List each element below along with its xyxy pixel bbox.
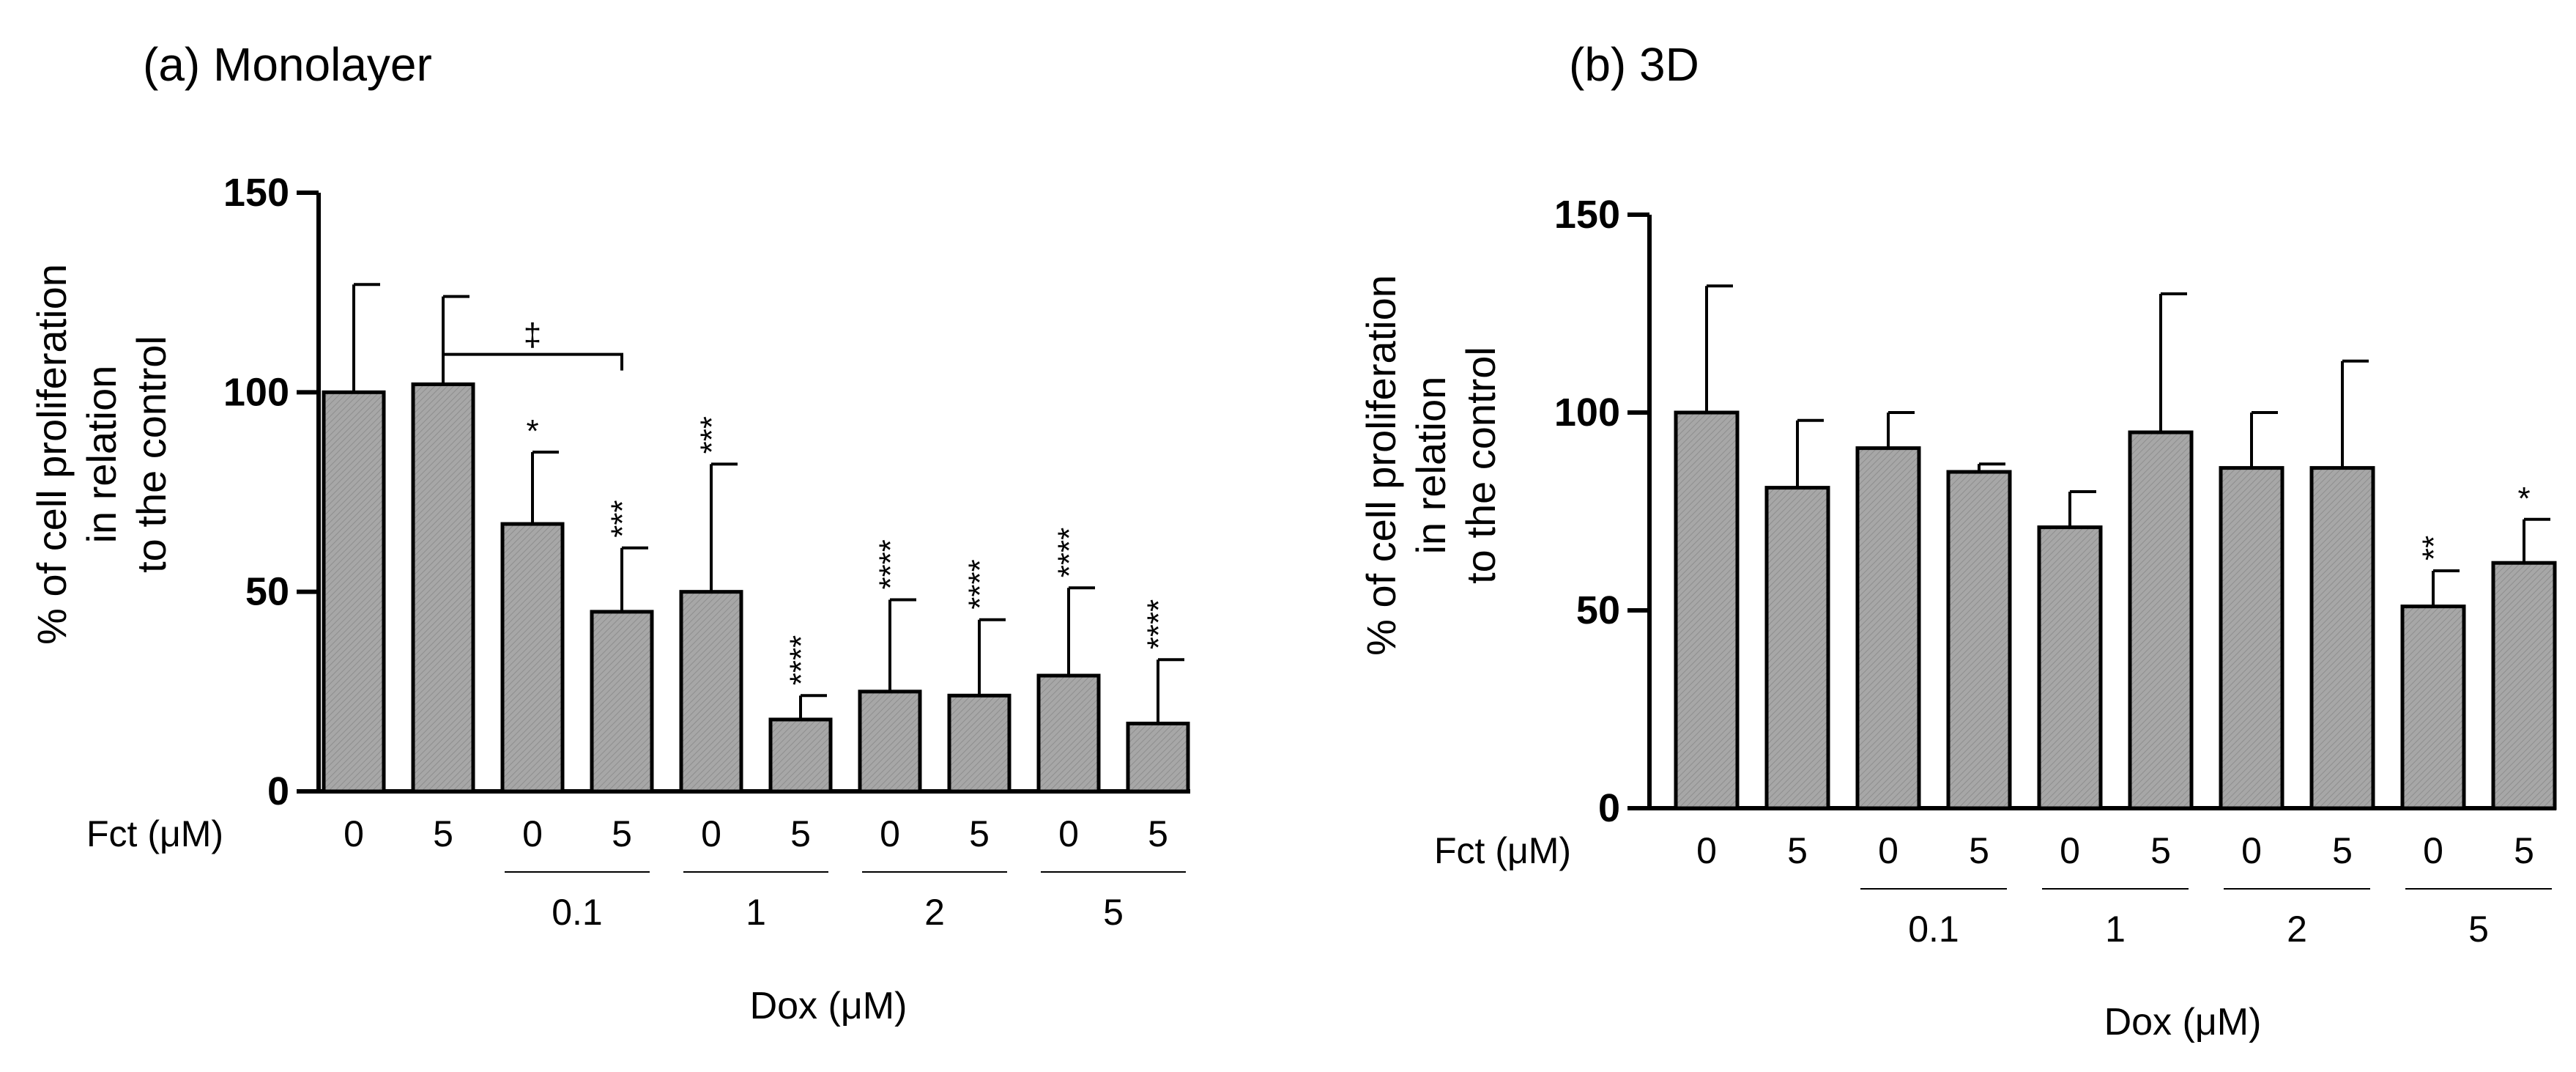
category-label: 0 bbox=[880, 813, 900, 854]
dox-groups: 0.1 1 2 5 bbox=[1860, 888, 2552, 950]
category-label: 5 bbox=[790, 813, 811, 854]
category-label: 0 bbox=[2423, 830, 2443, 871]
group-label: 5 bbox=[2468, 909, 2489, 950]
bar bbox=[2128, 430, 2194, 810]
y-tick-label: 50 bbox=[1576, 588, 1620, 632]
bracket-label: ‡ bbox=[524, 317, 541, 353]
y-tick-label: 150 bbox=[223, 171, 289, 215]
y-tick-label: 0 bbox=[1598, 786, 1620, 830]
group-label: 5 bbox=[1103, 892, 1124, 933]
chart-title: (a) Monolayer bbox=[143, 38, 432, 91]
bar bbox=[1946, 470, 2012, 810]
y-axis-label-line-1: % of cell proliferation bbox=[1358, 275, 1404, 656]
significance-label: * bbox=[2517, 481, 2530, 517]
bar bbox=[2309, 466, 2375, 810]
category-label: 0 bbox=[522, 813, 543, 854]
y-axis-label: % of cell proliferation in relation to t… bbox=[29, 264, 174, 645]
category-label: 0 bbox=[344, 813, 364, 854]
y-axis-label-line-1: % of cell proliferation bbox=[29, 264, 75, 645]
category-label: 0 bbox=[701, 813, 721, 854]
category-label: 0 bbox=[1696, 830, 1717, 871]
significance-label: ** bbox=[2416, 536, 2451, 561]
fct-label: Fct (μM) bbox=[86, 813, 223, 854]
x-axis-title: Dox (μM) bbox=[2104, 1001, 2262, 1043]
y-tick-label: 50 bbox=[245, 570, 289, 614]
significance-label: *** bbox=[604, 500, 640, 537]
category-label: 0 bbox=[1058, 813, 1079, 854]
significance-label: **** bbox=[783, 635, 819, 686]
significance-label: **** bbox=[962, 559, 998, 610]
category-label: 5 bbox=[2332, 830, 2353, 871]
bar bbox=[858, 690, 922, 794]
category-label: 5 bbox=[2150, 830, 2171, 871]
bar bbox=[2219, 466, 2284, 810]
y-tick-label: 0 bbox=[267, 769, 289, 813]
bar bbox=[1036, 673, 1101, 794]
group-label: 2 bbox=[2287, 909, 2307, 950]
bar bbox=[1126, 721, 1190, 794]
y-axis-label-line-2: in relation bbox=[78, 366, 125, 544]
bar bbox=[947, 693, 1012, 794]
category-label: 0 bbox=[2060, 830, 2080, 871]
group-label: 1 bbox=[746, 892, 766, 933]
bar bbox=[768, 717, 833, 794]
y-tick-label: 100 bbox=[223, 370, 289, 414]
category-label: 5 bbox=[433, 813, 453, 854]
bars: 0 5 * 0 *** 5 *** 0 **** 5 **** 0 **** 5 **** 0 **** 5 bbox=[322, 283, 1190, 854]
category-label: 5 bbox=[612, 813, 632, 854]
bar bbox=[1855, 446, 1921, 810]
group-label: 0.1 bbox=[552, 892, 603, 933]
category-label: 5 bbox=[2514, 830, 2534, 871]
category-label: 5 bbox=[1787, 830, 1808, 871]
significance-label: **** bbox=[1140, 599, 1176, 650]
category-label: 0 bbox=[1878, 830, 1898, 871]
y-tick-label: 150 bbox=[1554, 193, 1620, 237]
x-axis-title: Dox (μM) bbox=[750, 985, 907, 1027]
dox-groups: 0.1 1 2 5 bbox=[505, 871, 1186, 933]
fct-label: Fct (μM) bbox=[1434, 830, 1571, 871]
bar bbox=[411, 382, 475, 794]
group-label: 1 bbox=[2105, 909, 2126, 950]
y-axis-label-line-3: to the control bbox=[128, 336, 174, 573]
group-label: 0.1 bbox=[1908, 909, 1959, 950]
category-label: 5 bbox=[1148, 813, 1168, 854]
chart-title: (b) 3D bbox=[1569, 38, 1699, 91]
category-label: 5 bbox=[1969, 830, 1989, 871]
y-axis-label-line-3: to the control bbox=[1458, 347, 1504, 584]
panel-3d: (b) 3D % of cell proliferation in relati… bbox=[1358, 38, 2557, 1043]
significance-label: * bbox=[526, 413, 538, 449]
significance-label: **** bbox=[872, 539, 908, 590]
category-label: 5 bbox=[969, 813, 990, 854]
significance-label: *** bbox=[694, 416, 730, 454]
y-axis-label: % of cell proliferation in relation to t… bbox=[1358, 275, 1504, 656]
bar bbox=[2400, 605, 2466, 810]
y-tick-label: 100 bbox=[1554, 391, 1620, 435]
bar bbox=[1674, 410, 1740, 810]
bars: 0 5 0 5 0 5 0 5 ** 0 * 5 bbox=[1674, 284, 2557, 871]
panel-monolayer: (a) Monolayer % of cell proliferation in… bbox=[29, 38, 1190, 1027]
significance-bracket: ‡ bbox=[442, 317, 623, 371]
bar bbox=[1764, 486, 1830, 810]
category-label: 0 bbox=[2241, 830, 2262, 871]
bar bbox=[322, 390, 386, 794]
bracket-line bbox=[442, 352, 623, 371]
bar bbox=[500, 522, 565, 794]
group-label: 2 bbox=[924, 892, 945, 933]
bar bbox=[2491, 561, 2557, 810]
bar bbox=[590, 610, 654, 794]
y-axis-label-line-2: in relation bbox=[1408, 377, 1454, 555]
significance-label: **** bbox=[1051, 528, 1087, 578]
bar bbox=[2037, 525, 2103, 810]
bar bbox=[679, 590, 743, 794]
